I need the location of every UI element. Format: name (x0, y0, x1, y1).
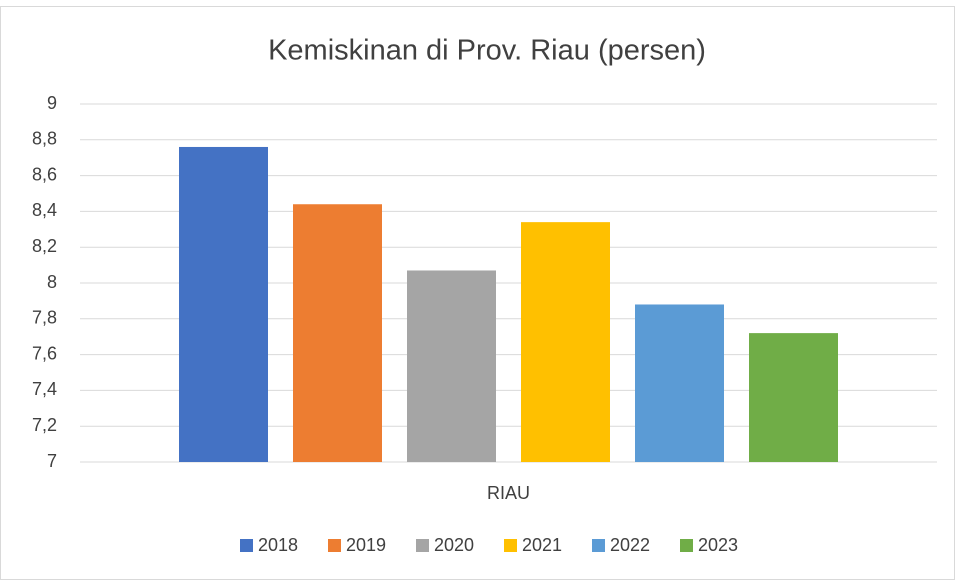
legend-swatch (240, 539, 253, 552)
y-tick-label: 7,2 (32, 415, 57, 435)
legend-label: 2020 (434, 535, 474, 555)
y-tick-label: 7 (47, 451, 57, 471)
legend-label: 2018 (258, 535, 298, 555)
legend-label: 2019 (346, 535, 386, 555)
bar (293, 204, 382, 463)
y-tick-label: 8,8 (32, 129, 57, 149)
y-tick-label: 8,2 (32, 236, 57, 256)
legend-swatch (416, 539, 429, 552)
bar (407, 270, 496, 462)
bar (179, 146, 268, 462)
bar (521, 222, 610, 462)
legend-swatch (592, 539, 605, 552)
legend-swatch (504, 539, 517, 552)
bar (749, 333, 838, 462)
y-tick-label: 7,4 (32, 379, 57, 399)
x-tick-label: RIAU (487, 483, 530, 503)
y-tick-label: 7,6 (32, 343, 57, 363)
legend-label: 2022 (610, 535, 650, 555)
legend-label: 2023 (698, 535, 738, 555)
y-tick-label: 9 (47, 93, 57, 113)
legend-swatch (328, 539, 341, 552)
y-tick-label: 8,4 (32, 200, 57, 220)
bar (635, 304, 724, 462)
y-tick-label: 7,8 (32, 308, 57, 328)
y-tick-label: 8,6 (32, 164, 57, 184)
legend-label: 2021 (522, 535, 562, 555)
chart-title: Kemiskinan di Prov. Riau (persen) (268, 35, 706, 67)
y-tick-label: 8 (47, 272, 57, 292)
legend-swatch (680, 539, 693, 552)
